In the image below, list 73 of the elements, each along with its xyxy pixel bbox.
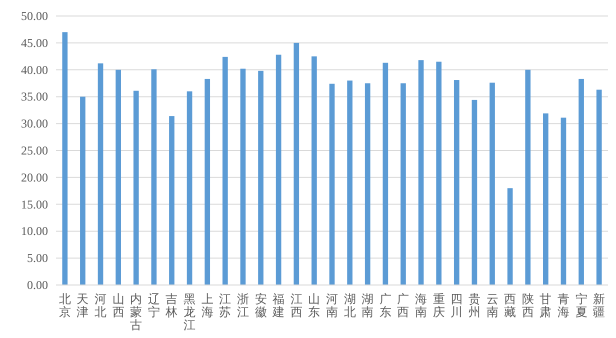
- x-tick-label: 浙江: [236, 292, 249, 319]
- x-tick-label: 宁夏: [575, 292, 588, 319]
- bar: [578, 78, 584, 285]
- bar: [364, 83, 370, 285]
- bar: [490, 82, 495, 285]
- bar: [240, 68, 246, 285]
- bar: [454, 80, 460, 285]
- x-tick-label: 重庆: [432, 292, 445, 319]
- bar: [418, 60, 424, 285]
- x-tick-label: 云南: [486, 292, 498, 319]
- y-tick-label: 30.00: [21, 116, 48, 131]
- bar: [258, 70, 264, 285]
- y-tick-label: 10.00: [21, 224, 48, 238]
- x-tick-label: 山西: [112, 292, 124, 319]
- bar: [596, 90, 602, 285]
- x-tick-label: 江西: [290, 292, 302, 319]
- bar: [222, 56, 228, 285]
- x-tick-label: 江苏: [219, 292, 232, 319]
- x-tick-label: 辽宁: [148, 292, 160, 319]
- x-tick-label: 山东: [308, 292, 320, 319]
- x-tick-label: 湖北: [344, 292, 356, 319]
- y-tick-label: 45.00: [21, 36, 48, 50]
- x-tick-label: 吉林: [164, 292, 178, 319]
- x-tick-label: 广东: [379, 292, 392, 319]
- x-tick-label: 河北: [94, 292, 107, 319]
- x-tick-label: 安徽: [254, 292, 267, 319]
- bar: [98, 63, 104, 285]
- y-tick-label: 0.00: [27, 278, 48, 292]
- x-tick-label: 上海: [201, 292, 214, 319]
- bar: [276, 54, 282, 285]
- bar: [560, 118, 566, 285]
- y-tick-label: 40.00: [21, 62, 48, 77]
- bar: [116, 70, 121, 285]
- bar: [80, 96, 86, 285]
- x-tick-label: 湖南: [362, 292, 374, 319]
- x-tick-label: 青海: [557, 292, 570, 319]
- x-tick-label: 广西: [397, 292, 410, 319]
- y-tick-label: 15.00: [21, 197, 48, 212]
- x-tick-label: 河南: [326, 292, 338, 319]
- bar: [382, 62, 388, 285]
- x-tick-label: 甘肃: [540, 292, 552, 319]
- bar: [347, 80, 352, 285]
- bar: [151, 69, 157, 285]
- y-tick-label: 35.00: [21, 90, 48, 104]
- x-tick-label: 新疆: [593, 292, 606, 319]
- bar: [294, 42, 300, 285]
- x-tick-label: 四川: [450, 292, 463, 319]
- x-tick-label: 北京: [58, 292, 71, 319]
- x-tick-label: 西藏: [504, 292, 516, 319]
- y-tick-label: 25.00: [21, 144, 48, 158]
- x-tick-label: 福建: [272, 292, 285, 319]
- bar: [507, 188, 513, 285]
- bar: [329, 84, 335, 285]
- bar: [400, 83, 406, 285]
- bar: [186, 91, 192, 285]
- bar: [204, 78, 210, 285]
- bar: [472, 100, 478, 285]
- bar: [543, 113, 548, 285]
- x-tick-label: 陕西: [522, 292, 534, 319]
- y-tick-label: 5.00: [27, 251, 48, 266]
- y-tick-label: 50.00: [21, 9, 48, 23]
- x-tick-label: 海南: [415, 292, 428, 319]
- bar: [169, 116, 174, 285]
- x-tick-label: 内蒙古: [130, 292, 142, 332]
- x-tick-label: 天津: [76, 292, 89, 319]
- x-tick-label: 黑龙江: [184, 292, 196, 332]
- bar: [312, 56, 317, 285]
- x-tick-label: 贵州: [468, 292, 480, 319]
- bar: [133, 90, 139, 285]
- bar: [525, 70, 531, 285]
- bar: [62, 32, 68, 285]
- bar: [436, 62, 442, 285]
- y-tick-label: 20.00: [21, 170, 48, 184]
